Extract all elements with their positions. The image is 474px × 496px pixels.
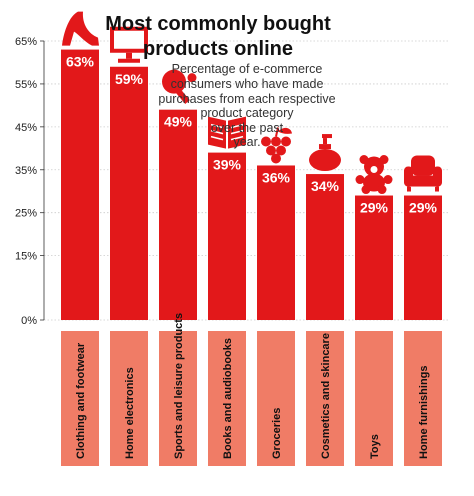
bar — [306, 174, 344, 320]
category-label: Cosmetics and skincare — [320, 333, 332, 459]
bar-value-label: 36% — [262, 169, 291, 185]
bar-value-label: 59% — [115, 71, 144, 87]
category-label: Toys — [369, 434, 381, 459]
y-tick-label: 35% — [15, 165, 37, 177]
category-label: Home furnishings — [418, 365, 430, 459]
teddy-bear-icon — [355, 155, 393, 195]
bar — [110, 66, 148, 320]
monitor-icon — [110, 26, 148, 63]
book-icon — [208, 116, 246, 149]
y-tick-label: 15% — [15, 251, 37, 263]
bar-value-label: 34% — [311, 178, 340, 194]
subtitle-line: over the past — [211, 121, 284, 135]
bar-value-label: 63% — [66, 54, 95, 70]
ping-pong-icon — [162, 69, 197, 104]
y-tick-label: 0% — [21, 315, 37, 327]
y-tick-label: 55% — [15, 79, 37, 91]
subtitle-line: Percentage of e-commerce — [172, 62, 323, 76]
category-label-box — [306, 331, 344, 466]
category-label: Groceries — [271, 408, 283, 459]
bar-value-label: 29% — [409, 200, 438, 216]
bar-value-label: 49% — [164, 114, 193, 130]
y-tick-label: 65% — [15, 36, 37, 48]
chart-title-line-1: Most commonly bought — [105, 13, 331, 35]
category-label: Clothing and footwear — [75, 342, 87, 459]
bar — [404, 195, 442, 320]
chart-title: Most commonly bought products online — [105, 13, 331, 60]
category-label-box — [257, 331, 295, 466]
y-axis: 0% 15% 25% 35% 45% 55% 65% — [15, 36, 45, 327]
category-label-box — [355, 331, 393, 466]
category-label-box — [159, 331, 197, 466]
chart-title-line-2: products online — [143, 38, 293, 60]
armchair-icon — [404, 155, 442, 192]
lotion-bottle-icon — [309, 134, 341, 172]
category-label-box — [61, 331, 99, 466]
subtitle-line: year. — [233, 135, 260, 149]
grapes-icon — [261, 127, 292, 164]
category-label-box — [208, 331, 246, 466]
category-label-box — [404, 331, 442, 466]
bar — [61, 49, 99, 320]
subtitle-line: purchases from each respective — [158, 92, 335, 106]
bars: 63% 59% 49% 39% 36% 34% 29% 29% — [61, 11, 442, 320]
category-label: Books and audiobooks — [222, 338, 234, 459]
category-label: Home electronics — [124, 367, 136, 459]
bar — [355, 195, 393, 320]
bar — [257, 165, 295, 320]
subtitle-line: consumers who have made — [171, 77, 324, 91]
subtitle-line: product category — [200, 106, 294, 120]
category-label-box — [110, 331, 148, 466]
bar — [159, 109, 197, 320]
bar-value-label: 39% — [213, 157, 242, 173]
high-heel-icon — [62, 11, 99, 46]
bar-value-label: 29% — [360, 200, 389, 216]
bar — [208, 152, 246, 320]
y-tick-label: 25% — [15, 208, 37, 220]
category-labels: Clothing and footwear Home electronics Spo… — [61, 313, 442, 466]
y-tick-label: 45% — [15, 122, 37, 134]
category-label: Sports and leisure products — [173, 313, 185, 459]
